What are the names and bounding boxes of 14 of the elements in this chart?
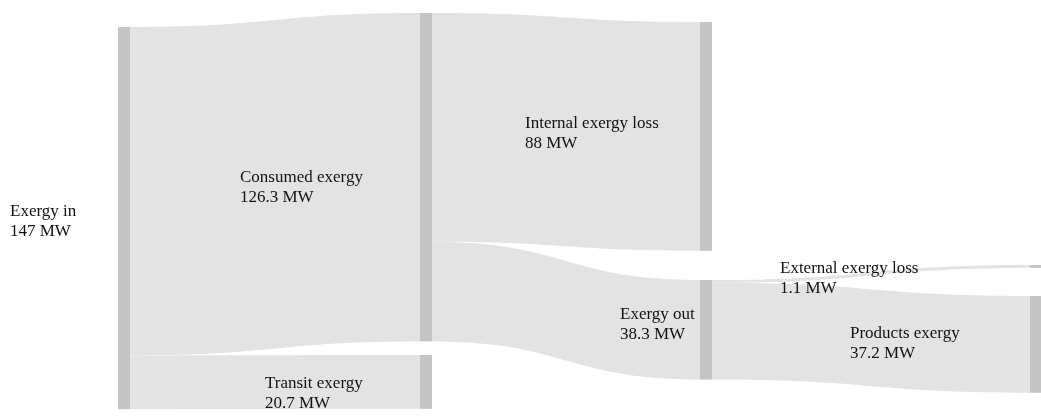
category-label: Transit exergy bbox=[265, 373, 364, 392]
data-label: 147 MW bbox=[10, 221, 72, 240]
category-label: Consumed exergy bbox=[240, 167, 364, 186]
category-label: External exergy loss bbox=[780, 258, 919, 277]
data-label: 37.2 MW bbox=[850, 343, 917, 362]
data-label: 1.1 MW bbox=[780, 278, 838, 297]
data-label: 38.3 MW bbox=[620, 324, 687, 343]
category-label: Internal exergy loss bbox=[525, 113, 659, 132]
data-label: 20.7 MW bbox=[265, 393, 332, 412]
data-label: 126.3 MW bbox=[240, 187, 315, 206]
category-label: Exergy in bbox=[10, 201, 77, 220]
data-label: 88 MW bbox=[525, 133, 579, 152]
category-label: Exergy out bbox=[620, 304, 696, 323]
category-label: Products exergy bbox=[850, 323, 961, 342]
